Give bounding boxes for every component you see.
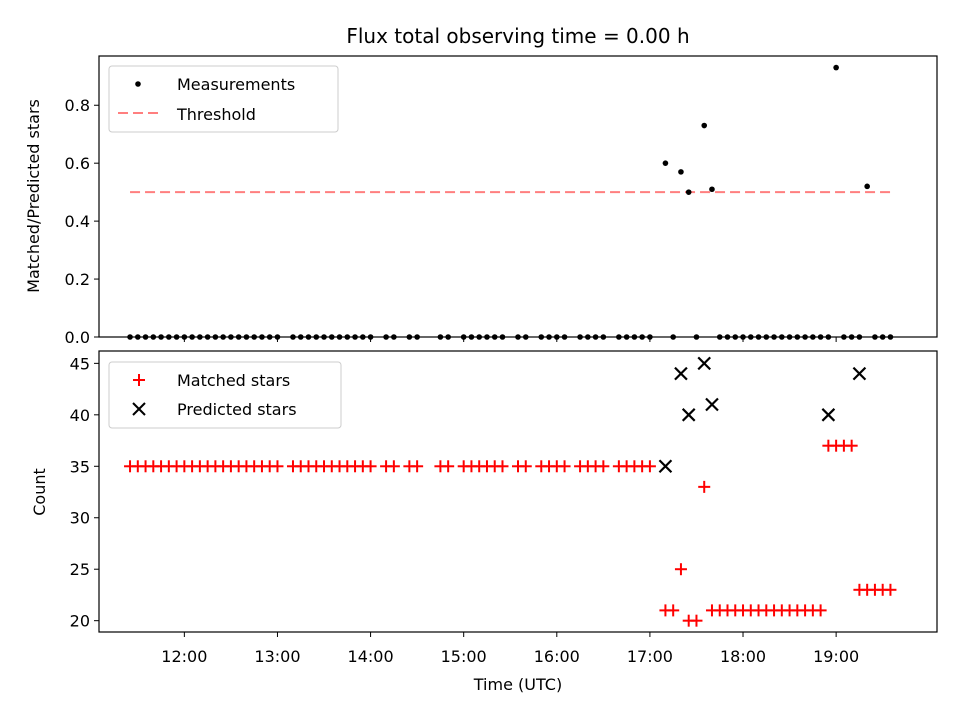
predicted-star-point <box>821 408 836 422</box>
x-tick-label: 17:00 <box>627 647 673 666</box>
x-tick-label: 12:00 <box>161 647 207 666</box>
x-tick-label: 13:00 <box>254 647 300 666</box>
top-panel: 0.00.20.40.60.8 Matched/Predicted stars … <box>24 55 938 347</box>
bottom-y-tick-label: 25 <box>70 560 90 579</box>
predicted-stars-points <box>658 356 867 474</box>
predicted-star-point <box>705 397 719 412</box>
top-axes-frame <box>98 55 938 338</box>
legend-label-measurements: Measurements <box>177 75 295 94</box>
bottom-legend: Matched stars Predicted stars <box>108 361 342 429</box>
chart-title: Flux total observing time = 0.00 h <box>346 24 689 48</box>
x-axis-label: Time (UTC) <box>473 675 562 694</box>
measurement-point <box>709 186 715 193</box>
bottom-legend-box <box>108 361 342 429</box>
legend-marker-matched <box>133 374 145 386</box>
matched-star-point <box>387 460 400 473</box>
measurement-point <box>678 169 684 175</box>
top-y-ticks: 0.0 0.2 0.4 0.6 0.8 <box>65 96 99 347</box>
bottom-y-axis-label: Count <box>30 468 49 516</box>
matched-star-point <box>845 439 858 452</box>
bottom-y-ticks: 20 25 30 35 40 45 <box>70 354 99 631</box>
measurement-point <box>662 160 669 166</box>
legend-marker-predicted <box>132 402 146 416</box>
bottom-y-tick-label: 40 <box>70 406 90 425</box>
matched-star-point <box>814 604 827 617</box>
legend-label-predicted: Predicted stars <box>177 400 297 419</box>
top-y-tick-label: 0.6 <box>65 154 90 173</box>
predicted-star-point <box>674 366 688 381</box>
matched-star-point <box>698 480 711 493</box>
matched-star-point <box>884 583 897 596</box>
matched-star-point <box>690 614 703 627</box>
x-tick-label: 14:00 <box>348 647 394 666</box>
matched-star-point <box>496 460 509 473</box>
legend-label-matched: Matched stars <box>177 371 290 390</box>
predicted-star-point <box>681 408 696 422</box>
top-y-tick-label: 0.2 <box>65 270 90 289</box>
top-y-tick-label: 0.4 <box>65 212 90 231</box>
top-y-axis-label: Matched/Predicted stars <box>24 99 43 293</box>
bottom-y-tick-label: 45 <box>70 354 90 373</box>
matched-star-point <box>597 460 610 473</box>
top-x-ticks <box>183 337 837 342</box>
measurement-point <box>701 122 708 129</box>
bottom-y-tick-label: 20 <box>70 612 90 631</box>
top-y-tick-label: 0.8 <box>65 96 90 115</box>
matched-star-point <box>558 460 571 473</box>
matched-stars-points <box>124 439 897 627</box>
measurement-point <box>864 183 870 190</box>
legend-marker-measurements <box>135 81 141 87</box>
top-legend: Measurements Threshold <box>108 65 339 133</box>
measurement-point <box>833 64 839 71</box>
matched-star-point <box>411 460 424 473</box>
matched-star-point <box>442 460 455 473</box>
matched-star-point <box>364 460 377 473</box>
matched-star-point <box>271 460 284 473</box>
x-tick-label: 18:00 <box>720 647 766 666</box>
bottom-y-tick-label: 35 <box>70 457 90 476</box>
legend-label-threshold: Threshold <box>176 105 256 124</box>
x-tick-label: 16:00 <box>534 647 580 666</box>
bottom-y-tick-label: 30 <box>70 509 90 528</box>
matched-star-point <box>519 460 532 473</box>
predicted-star-point <box>697 356 712 371</box>
bottom-panel: 20 25 30 35 40 45 12:00 13:00 14:00 15:00 16:00 17… <box>30 350 938 694</box>
x-tick-label: 15:00 <box>441 647 487 666</box>
measurement-point <box>685 189 692 195</box>
matched-star-point <box>667 604 680 617</box>
top-y-tick-label: 0.0 <box>65 328 90 347</box>
matched-star-point <box>674 563 687 576</box>
bottom-x-ticks: 12:00 13:00 14:00 15:00 16:00 17:00 18:00 19:00 <box>161 632 859 666</box>
x-tick-label: 19:00 <box>813 647 859 666</box>
matched-star-point <box>643 460 656 473</box>
predicted-star-point <box>658 459 673 474</box>
predicted-star-point <box>852 366 867 381</box>
top-legend-box <box>108 65 339 133</box>
bottom-axes-frame <box>98 350 938 633</box>
